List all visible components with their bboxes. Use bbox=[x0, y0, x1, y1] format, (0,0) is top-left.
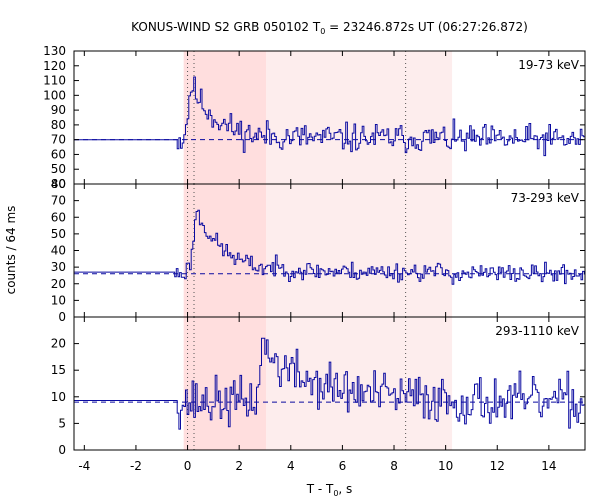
x-tick-label: -4 bbox=[78, 459, 90, 473]
x-tick-label: 12 bbox=[490, 459, 505, 473]
y-tick-label: 40 bbox=[51, 177, 66, 191]
y-tick-label: 90 bbox=[51, 103, 66, 117]
y-tick-label: 70 bbox=[51, 133, 66, 147]
shaded-interval-2 bbox=[266, 184, 453, 317]
y-tick-label: 80 bbox=[51, 118, 66, 132]
shaded-interval-2 bbox=[266, 51, 453, 184]
y-tick-label: 10 bbox=[51, 293, 66, 307]
y-tick-label: 0 bbox=[58, 443, 66, 457]
y-tick-label: 20 bbox=[51, 277, 66, 291]
y-tick-label: 15 bbox=[51, 363, 66, 377]
panel-3: 0 5 10 15 20 293-1110 keV bbox=[51, 316, 586, 457]
y-tick-label: 20 bbox=[51, 337, 66, 351]
y-axis-label: counts / 64 ms bbox=[4, 206, 18, 295]
y-tick-label: 30 bbox=[51, 260, 66, 274]
y-tick-label: 5 bbox=[58, 416, 66, 430]
y-tick-label: 70 bbox=[51, 194, 66, 208]
y-tick-label: 50 bbox=[51, 227, 66, 241]
y-tick-label: 10 bbox=[51, 390, 66, 404]
x-tick-label: 0 bbox=[184, 459, 192, 473]
x-tick-label: 8 bbox=[390, 459, 398, 473]
y-tick-label: 50 bbox=[51, 162, 66, 176]
x-tick-label: 14 bbox=[541, 459, 556, 473]
energy-band-label: 73-293 keV bbox=[511, 191, 580, 205]
shaded-interval-1 bbox=[183, 51, 267, 184]
y-tick-label: 60 bbox=[51, 147, 66, 161]
y-tick-label: 120 bbox=[43, 59, 66, 73]
y-tick-label: 40 bbox=[51, 244, 66, 258]
chart-title: KONUS-WIND S2 GRB 050102 T0 = 23246.872s… bbox=[131, 20, 528, 36]
y-tick-label: 60 bbox=[51, 210, 66, 224]
panel-frame bbox=[73, 316, 586, 451]
y-tick-label: 80 bbox=[51, 177, 66, 191]
y-tick-label: 130 bbox=[43, 44, 66, 58]
y-tick-label: 110 bbox=[43, 74, 66, 88]
energy-band-label: 293-1110 keV bbox=[495, 324, 579, 338]
x-tick-label: -2 bbox=[130, 459, 142, 473]
x-tick-label: 4 bbox=[287, 459, 295, 473]
y-tick-label: 0 bbox=[58, 310, 66, 324]
panel-2: 0 10 20 30 40 50 60 70 80 73-293 keV bbox=[51, 177, 586, 324]
y-tick-label: 100 bbox=[43, 88, 66, 102]
x-axis-label: T - T0, s bbox=[306, 482, 353, 498]
light-curve-series bbox=[74, 209, 585, 285]
energy-band-label: 19-73 keV bbox=[518, 58, 580, 72]
x-tick-label: 6 bbox=[339, 459, 347, 473]
light-curve-series bbox=[74, 337, 585, 430]
x-tick-label: 2 bbox=[235, 459, 243, 473]
x-tick-label: 10 bbox=[438, 459, 453, 473]
light-curve-series bbox=[74, 76, 585, 157]
